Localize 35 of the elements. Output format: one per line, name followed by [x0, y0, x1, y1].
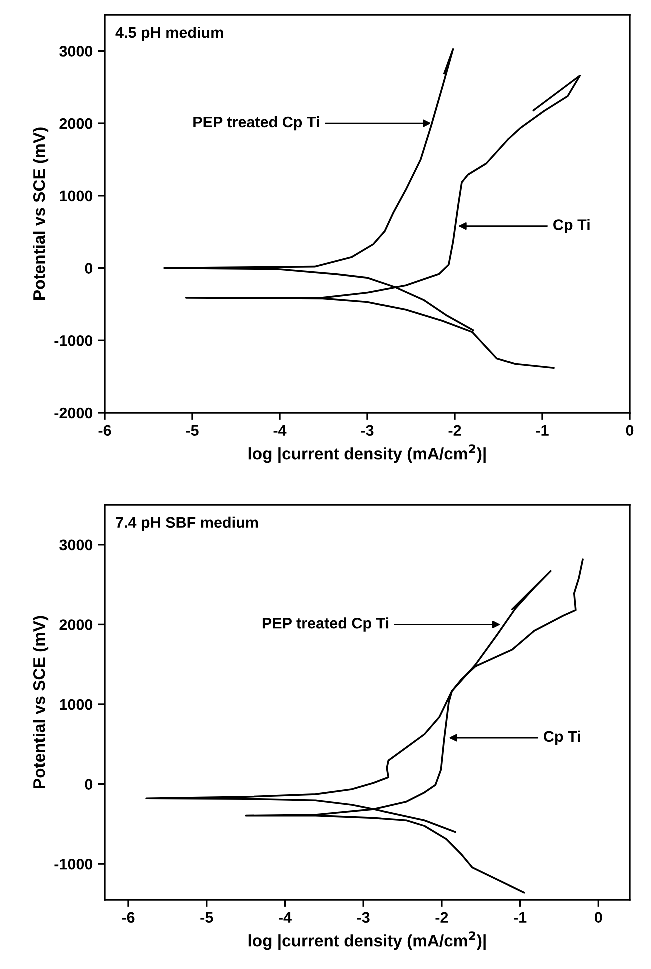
y-tick-label: 0 [85, 779, 93, 790]
y-tick-label: -2000 [54, 408, 93, 419]
x-tick-label: 0 [595, 912, 602, 924]
x-tick-label: -1 [536, 425, 549, 436]
y-tick-label: 1000 [60, 699, 93, 710]
x-tick-label: -3 [361, 425, 374, 436]
x-tick-label: -5 [186, 425, 199, 436]
x-tick-label: -1 [514, 912, 527, 923]
x-tick-label: -2 [436, 912, 448, 923]
y-tick-label: -1000 [54, 336, 93, 346]
y-tick-label: 1000 [60, 190, 93, 202]
y-axis-title: Potential vs SCE (mV) [33, 616, 49, 788]
y-tick-label: 2000 [60, 118, 93, 130]
x-tick-label: 0 [626, 425, 634, 436]
x-tick-label: -6 [98, 425, 112, 436]
annotation: Cp Ti [544, 730, 580, 746]
y-tick-label: -1000 [54, 858, 93, 870]
y-tick-label: 3000 [60, 540, 93, 551]
x-axis-title: log |current density (mA/cm$^{2}$)| [248, 444, 486, 464]
x-tick-label: -2 [448, 425, 462, 436]
text: 7.4 pH SBF medium [116, 516, 258, 532]
x-tick-label: -3 [357, 912, 370, 924]
annotation: PEP treated Cp Ti [194, 116, 320, 131]
text: 4.5 pH medium [116, 26, 224, 42]
y-tick-label: 3000 [60, 46, 93, 57]
x-tick-label: -4 [279, 912, 292, 923]
annotation: Cp Ti [554, 219, 590, 234]
annotation: PEP treated Cp Ti [262, 618, 389, 632]
y-tick-label: 2000 [60, 620, 93, 630]
x-tick-label: -4 [274, 425, 287, 436]
y-axis-title: Potential vs SCE (mV) [33, 128, 49, 300]
x-tick-label: -5 [200, 912, 214, 924]
x-tick-label: -6 [122, 912, 135, 924]
x-axis-title: log |current density (mA/cm$^{2}$)| [248, 932, 486, 950]
y-tick-label: 0 [85, 263, 93, 274]
